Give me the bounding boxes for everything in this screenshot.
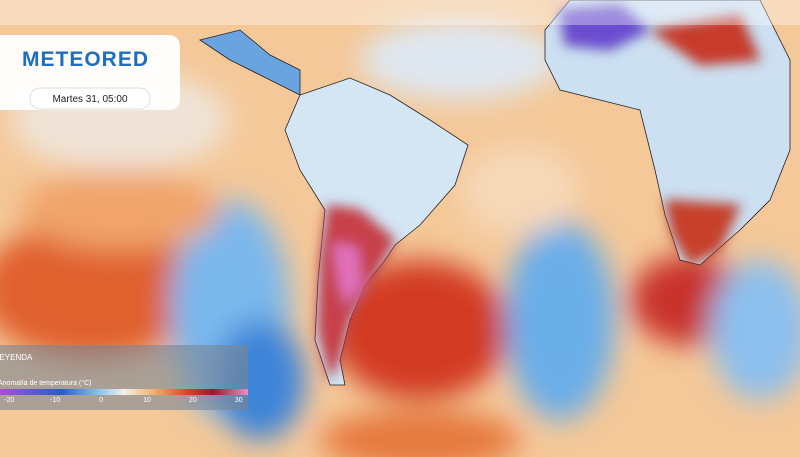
colorbar-tick-label: -20 — [4, 397, 14, 404]
continents — [199, 0, 791, 386]
legend-title: LEYENDA — [0, 353, 33, 362]
top-bar — [0, 0, 800, 25]
colorbar-tick-label: -10 — [50, 397, 60, 404]
anomaly-field — [0, 20, 800, 457]
legend-label: Anomalía de temperatura (°C) — [0, 379, 91, 387]
date: Martes 31, 05:00 — [52, 94, 127, 105]
colorbar-tick-label: 10 — [143, 397, 151, 404]
legend: LEYENDA Anomalía de temperatura (°C) -20… — [0, 345, 248, 410]
logo: METEORED — [22, 48, 149, 71]
colorbar-tick-label: 20 — [189, 397, 197, 404]
date-pill — [29, 87, 151, 110]
colorbar-tick-label: 30 — [235, 397, 243, 404]
colorbar-tick-label: 0 — [99, 397, 103, 404]
colorbar — [0, 389, 248, 395]
logo-box: METEORED Martes 31, 05:00 — [0, 35, 180, 110]
